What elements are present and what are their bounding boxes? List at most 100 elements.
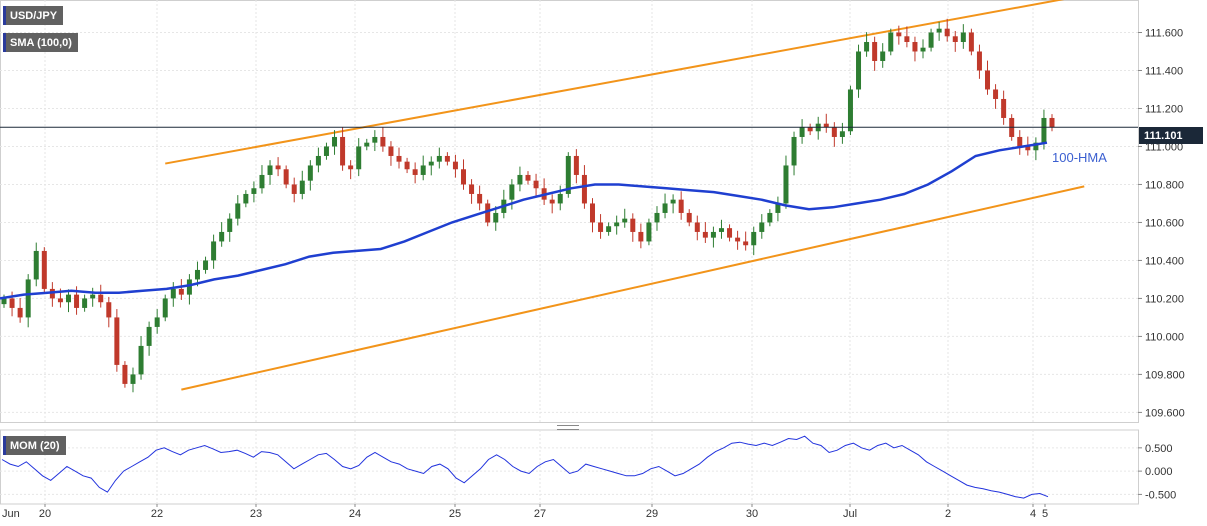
candle-body — [25, 279, 31, 318]
candle-body — [839, 131, 845, 137]
candle-body — [219, 231, 225, 242]
candle-body — [396, 155, 402, 162]
candle-body — [847, 89, 853, 132]
candle-body — [517, 174, 523, 185]
indicator-text: SMA (100,0) — [10, 36, 72, 49]
candle-body — [194, 269, 200, 280]
candle-body — [614, 222, 620, 227]
candle-body — [630, 218, 636, 232]
candle-body — [1049, 117, 1055, 128]
candle-body — [340, 136, 346, 166]
panel-splitter-handle[interactable] — [557, 425, 579, 430]
candle-body — [775, 203, 781, 213]
symbol-text: USD/JPY — [10, 9, 58, 22]
candle-body — [888, 32, 894, 52]
candle-body — [493, 212, 499, 223]
candle-body — [622, 218, 628, 223]
current-price-tag: 111.101 — [1139, 127, 1203, 144]
price-tick-label: 110.400 — [1145, 255, 1184, 267]
current-price-text: 111.101 — [1144, 129, 1183, 142]
candle-body — [299, 180, 305, 194]
hma-line — [0, 141, 1048, 300]
candle-body — [1041, 117, 1047, 143]
candle-body — [146, 326, 152, 346]
candle-body — [944, 28, 950, 37]
candle-body — [735, 237, 741, 242]
candle-body — [759, 222, 765, 232]
candle-body — [864, 41, 870, 52]
candle-body — [920, 47, 926, 52]
price-tick-label: 111.000 — [1145, 141, 1183, 153]
candle-body — [122, 364, 128, 384]
candle-body — [976, 51, 982, 71]
candle-body — [57, 298, 63, 303]
hma-line-group — [0, 141, 1048, 300]
candle-body — [154, 317, 160, 327]
candle-body — [702, 231, 708, 238]
candle-body — [235, 203, 241, 219]
candle-body — [598, 222, 604, 232]
price-tick-label: 111.600 — [1145, 27, 1183, 39]
candle-body — [565, 155, 571, 194]
momentum-label: MOM (20) — [3, 436, 66, 455]
symbol-label: USD/JPY — [3, 6, 64, 25]
candle-body — [211, 241, 217, 261]
candle-body — [186, 279, 192, 295]
candle-body — [469, 184, 475, 194]
candle-body — [428, 161, 434, 166]
candle-body — [904, 36, 910, 42]
candle-body — [549, 199, 555, 204]
candle-body — [388, 146, 394, 156]
date-label: 23 — [250, 508, 262, 520]
candle-body — [380, 136, 386, 147]
candle-body — [227, 218, 233, 232]
momentum-grid — [0, 429, 1139, 505]
candle-body — [90, 294, 96, 299]
candle-body — [856, 51, 862, 90]
candle-body — [606, 226, 612, 232]
candle-body — [203, 260, 209, 270]
candle-body — [936, 28, 942, 33]
price-tick-label: 109.600 — [1145, 407, 1185, 419]
candle-body — [928, 32, 934, 48]
price-tick-label: 111.200 — [1145, 103, 1183, 115]
candle-body — [130, 374, 136, 384]
candle-body — [791, 136, 797, 166]
candle-body — [291, 184, 297, 194]
candle-body — [912, 41, 918, 52]
candle-body — [831, 127, 837, 137]
candle-body — [283, 169, 289, 185]
candle-body — [138, 345, 144, 375]
candle-body — [315, 155, 321, 166]
date-label: 29 — [646, 508, 658, 520]
date-label: 25 — [449, 508, 461, 520]
mom-tick-label: -0.500 — [1145, 489, 1176, 501]
price-tick-label: 111.400 — [1145, 65, 1183, 77]
candle-body — [1, 298, 7, 305]
candle-body — [662, 203, 668, 213]
candle-body — [412, 169, 418, 175]
date-label: 5 — [1042, 508, 1048, 520]
candle-body — [872, 41, 878, 61]
momentum-panel-frame — [0, 429, 1139, 505]
candle-body — [178, 288, 184, 295]
candle-body — [444, 155, 450, 162]
candle-body — [267, 165, 273, 175]
candle-body — [348, 165, 354, 170]
candle-body — [323, 146, 329, 156]
candle-body — [694, 222, 700, 232]
candle-body — [461, 169, 467, 185]
candle-body — [307, 165, 313, 181]
candle-body — [952, 36, 958, 42]
candle-body — [41, 250, 47, 289]
mom-tick-label: 0.500 — [1145, 443, 1173, 455]
price-tick-label: 110.200 — [1145, 293, 1184, 305]
main-grid — [0, 0, 1139, 423]
candle-body — [65, 294, 71, 303]
candle-body — [372, 136, 378, 143]
date-label: 4 — [1030, 508, 1036, 520]
candle-body — [332, 136, 338, 147]
candle-body — [356, 146, 362, 170]
candle-body — [573, 155, 579, 175]
